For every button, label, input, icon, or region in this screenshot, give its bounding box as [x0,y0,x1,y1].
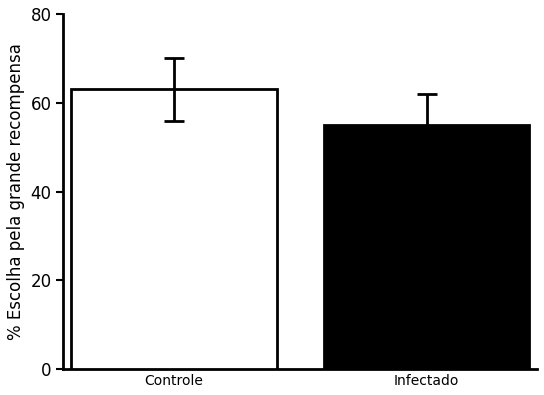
Bar [324,125,529,369]
Bar [71,89,276,369]
Y-axis label: % Escolha pela grande recompensa: % Escolha pela grande recompensa [7,43,25,340]
